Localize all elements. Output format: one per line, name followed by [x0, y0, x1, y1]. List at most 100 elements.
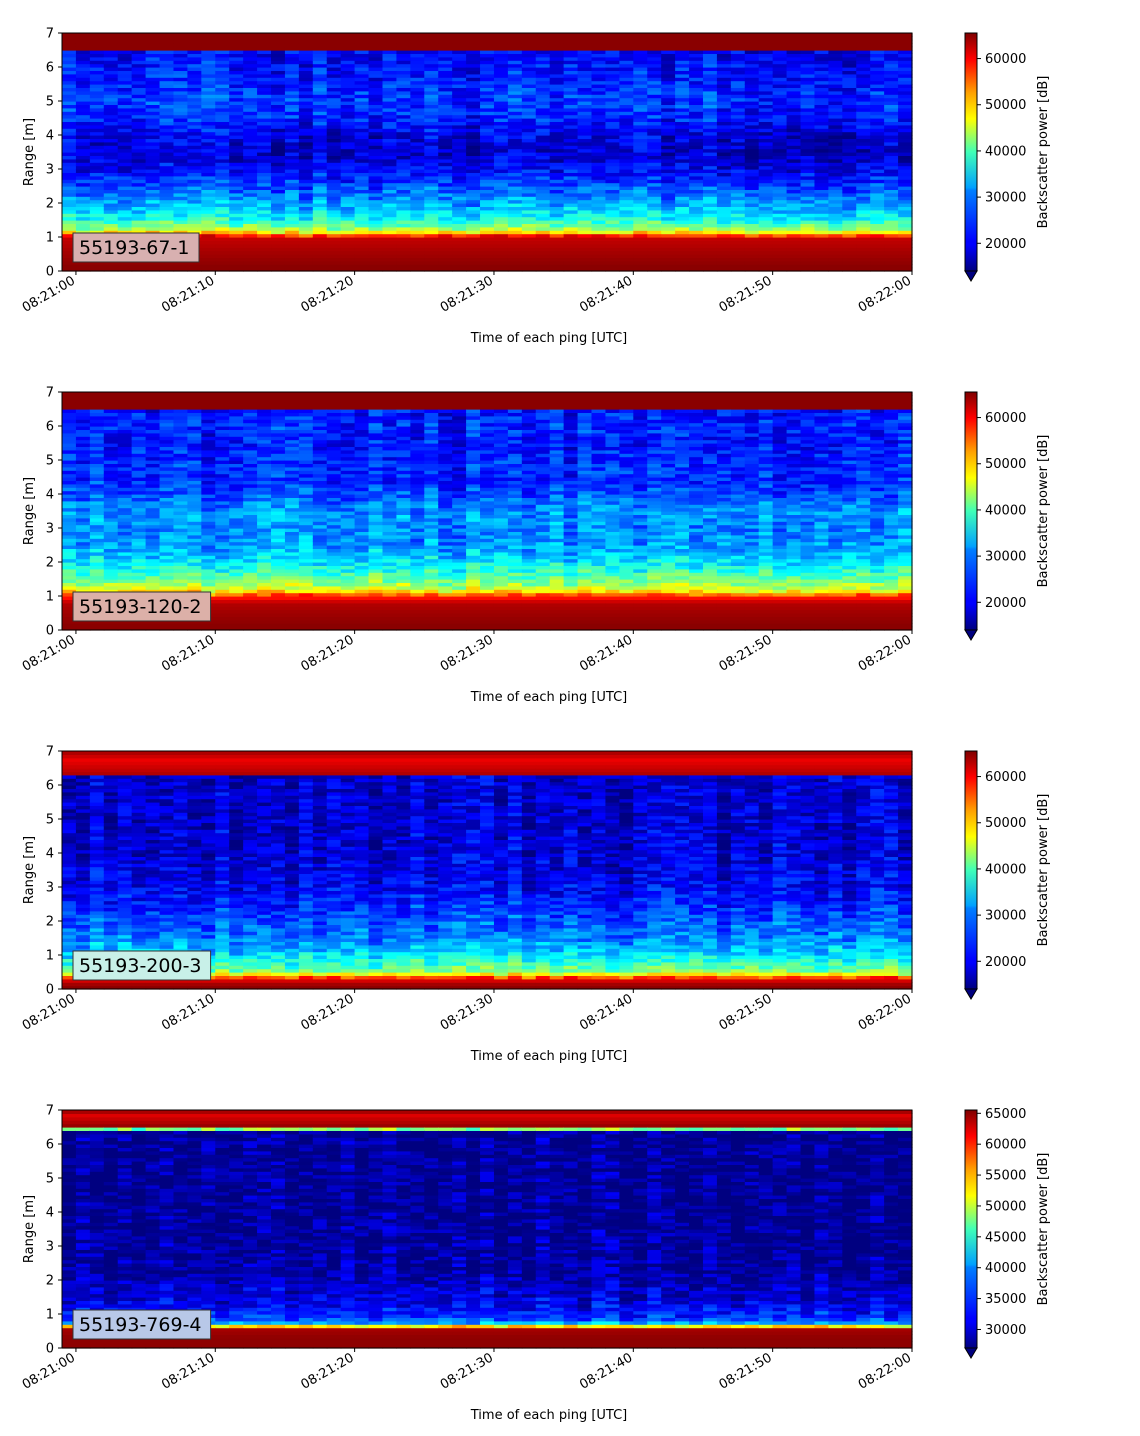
heatmap-cell	[828, 166, 843, 170]
heatmap-cell	[382, 159, 397, 163]
heatmap-cell	[578, 227, 593, 231]
heatmap-cell	[550, 200, 565, 204]
heatmap-cell	[299, 149, 314, 153]
heatmap-cell	[633, 33, 648, 37]
heatmap-cell	[564, 234, 579, 238]
heatmap-cell	[494, 217, 509, 221]
heatmap-cell	[355, 33, 370, 37]
heatmap-cell	[90, 176, 105, 180]
heatmap-cell	[146, 183, 161, 187]
heatmap-cell	[717, 33, 732, 37]
heatmap-cell	[605, 176, 620, 180]
heatmap-cell	[536, 142, 551, 146]
heatmap-cell	[271, 264, 286, 268]
heatmap-cell	[327, 33, 342, 37]
heatmap-cell	[243, 142, 258, 146]
heatmap-cell	[438, 193, 453, 197]
heatmap-cell	[382, 264, 397, 268]
heatmap-cell	[633, 176, 648, 180]
heatmap-cell	[884, 227, 899, 231]
heatmap-cell	[132, 504, 147, 508]
heatmap-cell	[243, 227, 258, 231]
heatmap-cell	[104, 264, 119, 268]
heatmap-cell	[424, 210, 439, 214]
heatmap-cell	[466, 227, 481, 231]
heatmap-cell	[619, 251, 634, 255]
heatmap-cell	[132, 487, 147, 491]
heatmap-cell	[564, 33, 579, 37]
heatmap-cell	[745, 227, 760, 231]
heatmap-cell	[424, 176, 439, 180]
heatmap-cell	[146, 487, 161, 491]
heatmap-cell	[619, 33, 634, 37]
heatmap-cell	[494, 251, 509, 255]
heatmap-cell	[578, 149, 593, 153]
heatmap-cell	[703, 33, 718, 37]
heatmap-cell	[90, 132, 105, 136]
heatmap-cell	[870, 200, 885, 204]
heatmap-cell	[508, 227, 523, 231]
heatmap-cell	[884, 132, 899, 136]
heatmap-cell	[480, 251, 495, 255]
heatmap-cell	[271, 176, 286, 180]
heatmap-cell	[160, 33, 175, 37]
heatmap-cell	[564, 159, 579, 163]
heatmap-cell	[76, 419, 91, 423]
heatmap-cell	[62, 210, 77, 214]
heatmap-cell	[369, 132, 384, 136]
heatmap-cell	[424, 149, 439, 153]
heatmap-cell	[146, 453, 161, 457]
heatmap-cell	[550, 132, 565, 136]
heatmap-cell	[438, 210, 453, 214]
heatmap-cell	[118, 210, 133, 214]
colorbar-gradient	[965, 33, 977, 271]
heatmap-cell	[536, 244, 551, 248]
heatmap-cell	[647, 200, 662, 204]
y-tick-label: 6	[46, 61, 54, 76]
heatmap-cell	[494, 149, 509, 153]
heatmap-cell	[90, 436, 105, 440]
heatmap-cell	[396, 217, 411, 221]
heatmap-cell	[285, 132, 300, 136]
heatmap-cell	[355, 132, 370, 136]
heatmap-cell	[410, 149, 425, 153]
heatmap-cell	[522, 33, 537, 37]
heatmap-cell	[592, 217, 607, 221]
heatmap-cell	[773, 33, 788, 37]
heatmap-cell	[619, 200, 634, 204]
heatmap-cell	[187, 264, 202, 268]
heatmap-cell	[633, 264, 648, 268]
heatmap-cell	[619, 159, 634, 163]
heatmap-cell	[508, 200, 523, 204]
heatmap-cell	[271, 217, 286, 221]
heatmap-cell	[382, 200, 397, 204]
heatmap-cell	[355, 217, 370, 221]
heatmap-cell	[536, 176, 551, 180]
heatmap-cell	[160, 402, 175, 406]
heatmap-cell	[243, 264, 258, 268]
heatmap-cell	[341, 210, 356, 214]
heatmap-cell	[76, 227, 91, 231]
heatmap-cell	[410, 132, 425, 136]
heatmap-cell	[229, 149, 244, 153]
heatmap-cell	[870, 149, 885, 153]
heatmap-cell	[884, 149, 899, 153]
heatmap-cell	[62, 504, 77, 508]
heatmap-cell	[773, 149, 788, 153]
heatmap-cell	[424, 159, 439, 163]
heatmap-cell	[118, 149, 133, 153]
heatmap-cell	[173, 159, 188, 163]
heatmap-cell	[592, 149, 607, 153]
heatmap-cell	[605, 264, 620, 268]
heatmap-cell	[675, 210, 690, 214]
heatmap-cell	[187, 200, 202, 204]
heatmap-cell	[633, 244, 648, 248]
heatmap-cell	[215, 234, 230, 238]
heatmap-cell	[717, 210, 732, 214]
heatmap-cell	[605, 217, 620, 221]
heatmap-cell	[382, 217, 397, 221]
heatmap-cell	[564, 210, 579, 214]
heatmap-cell	[341, 33, 356, 37]
heatmap-cell	[550, 149, 565, 153]
heatmap-cell	[675, 217, 690, 221]
